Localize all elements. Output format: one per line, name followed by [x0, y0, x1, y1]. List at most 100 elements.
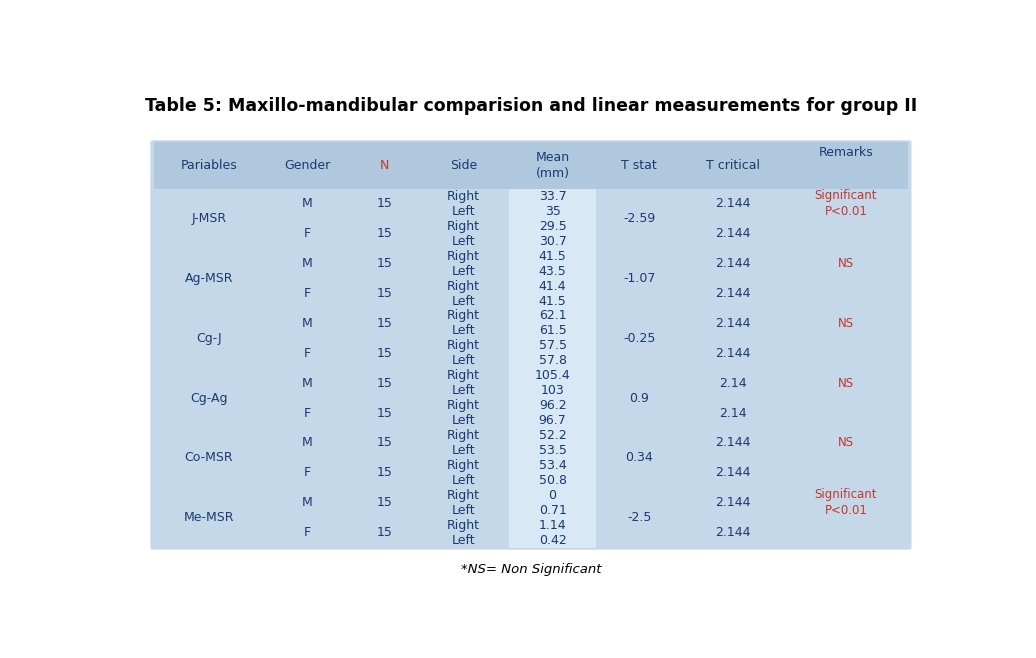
Text: Right: Right	[448, 280, 480, 293]
Text: 0.34: 0.34	[626, 451, 653, 465]
Text: Significant
P<0.01: Significant P<0.01	[814, 190, 877, 218]
Text: -0.25: -0.25	[623, 332, 656, 345]
Text: 57.8: 57.8	[539, 354, 567, 367]
Text: 29.5: 29.5	[539, 220, 567, 233]
Text: Left: Left	[452, 324, 476, 338]
Text: 33.7: 33.7	[539, 190, 567, 203]
Text: 15: 15	[376, 287, 393, 300]
Text: Left: Left	[452, 444, 476, 457]
Bar	[510, 142, 596, 189]
Text: 15: 15	[376, 317, 393, 330]
Text: M: M	[303, 496, 313, 509]
Text: NS: NS	[838, 257, 854, 270]
Text: 61.5: 61.5	[539, 324, 567, 338]
Text: Right: Right	[448, 309, 480, 322]
Text: 15: 15	[376, 407, 393, 420]
Text: 35: 35	[545, 205, 560, 218]
Text: Left: Left	[452, 354, 476, 367]
Text: Gender: Gender	[284, 159, 330, 172]
Text: 57.5: 57.5	[539, 340, 567, 352]
Text: Left: Left	[452, 384, 476, 397]
Text: 2.144: 2.144	[715, 227, 751, 240]
Text: Mean
(mm): Mean (mm)	[536, 151, 570, 180]
Text: 103: 103	[541, 384, 565, 397]
Text: 2.144: 2.144	[715, 347, 751, 360]
Text: Right: Right	[448, 369, 480, 382]
Text: 15: 15	[376, 377, 393, 390]
Text: -1.07: -1.07	[623, 272, 656, 285]
Text: 2.144: 2.144	[715, 496, 751, 509]
Text: 30.7: 30.7	[539, 235, 567, 247]
Text: 41.4: 41.4	[539, 280, 567, 293]
Text: M: M	[303, 257, 313, 270]
Text: Right: Right	[448, 519, 480, 532]
Text: Left: Left	[452, 295, 476, 307]
Text: F: F	[304, 526, 311, 539]
Text: 62.1: 62.1	[539, 309, 567, 322]
Text: Right: Right	[448, 340, 480, 352]
Text: 2.14: 2.14	[719, 377, 747, 390]
Text: Right: Right	[448, 249, 480, 263]
Text: 2.144: 2.144	[715, 287, 751, 300]
Text: T stat: T stat	[622, 159, 657, 172]
Text: 0.71: 0.71	[539, 504, 567, 517]
Text: Left: Left	[452, 474, 476, 487]
Text: 41.5: 41.5	[539, 295, 567, 307]
Text: 43.5: 43.5	[539, 265, 567, 278]
Text: Left: Left	[452, 504, 476, 517]
Text: 15: 15	[376, 467, 393, 480]
Text: Right: Right	[448, 459, 480, 472]
Text: Right: Right	[448, 429, 480, 442]
Text: Right: Right	[448, 190, 480, 203]
Text: 2.144: 2.144	[715, 526, 751, 539]
Text: F: F	[304, 227, 311, 240]
Text: Left: Left	[452, 205, 476, 218]
Text: F: F	[304, 347, 311, 360]
Text: 2.144: 2.144	[715, 257, 751, 270]
Text: Cg-Ag: Cg-Ag	[191, 392, 228, 405]
Text: Significant
P<0.01: Significant P<0.01	[814, 488, 877, 517]
Text: 2.144: 2.144	[715, 436, 751, 449]
Text: 105.4: 105.4	[535, 369, 571, 382]
Text: Left: Left	[452, 534, 476, 547]
Text: Remarks: Remarks	[818, 145, 873, 159]
Text: Right: Right	[448, 489, 480, 502]
Text: 2.144: 2.144	[715, 317, 751, 330]
Text: -2.59: -2.59	[623, 213, 655, 225]
Text: 53.5: 53.5	[539, 444, 567, 457]
Text: 52.2: 52.2	[539, 429, 567, 442]
Text: 0.9: 0.9	[629, 392, 649, 405]
Text: Pariables: Pariables	[180, 159, 237, 172]
Text: Side: Side	[450, 159, 478, 172]
Text: M: M	[303, 377, 313, 390]
Text: 2.144: 2.144	[715, 467, 751, 480]
Text: 15: 15	[376, 496, 393, 509]
Text: 15: 15	[376, 526, 393, 539]
Text: 41.5: 41.5	[539, 249, 567, 263]
Text: NS: NS	[838, 436, 854, 449]
Bar	[510, 142, 596, 547]
Text: T critical: T critical	[706, 159, 759, 172]
Text: 1.14: 1.14	[539, 519, 567, 532]
Text: J-MSR: J-MSR	[192, 213, 227, 225]
Text: 50.8: 50.8	[539, 474, 567, 487]
Text: Left: Left	[452, 265, 476, 278]
Text: 15: 15	[376, 347, 393, 360]
Text: M: M	[303, 436, 313, 449]
Text: 96.7: 96.7	[539, 414, 567, 427]
Text: -2.5: -2.5	[627, 511, 652, 524]
Text: 53.4: 53.4	[539, 459, 567, 472]
Text: *NS= Non Significant: *NS= Non Significant	[461, 563, 601, 576]
Text: Left: Left	[452, 235, 476, 247]
Text: 15: 15	[376, 197, 393, 211]
Text: Me-MSR: Me-MSR	[183, 511, 234, 524]
Text: F: F	[304, 287, 311, 300]
Text: 0: 0	[549, 489, 556, 502]
Text: NS: NS	[838, 317, 854, 330]
Text: 2.144: 2.144	[715, 197, 751, 211]
Text: Co-MSR: Co-MSR	[184, 451, 233, 465]
Text: F: F	[304, 467, 311, 480]
Text: M: M	[303, 197, 313, 211]
Text: NS: NS	[838, 377, 854, 390]
Text: Left: Left	[452, 414, 476, 427]
